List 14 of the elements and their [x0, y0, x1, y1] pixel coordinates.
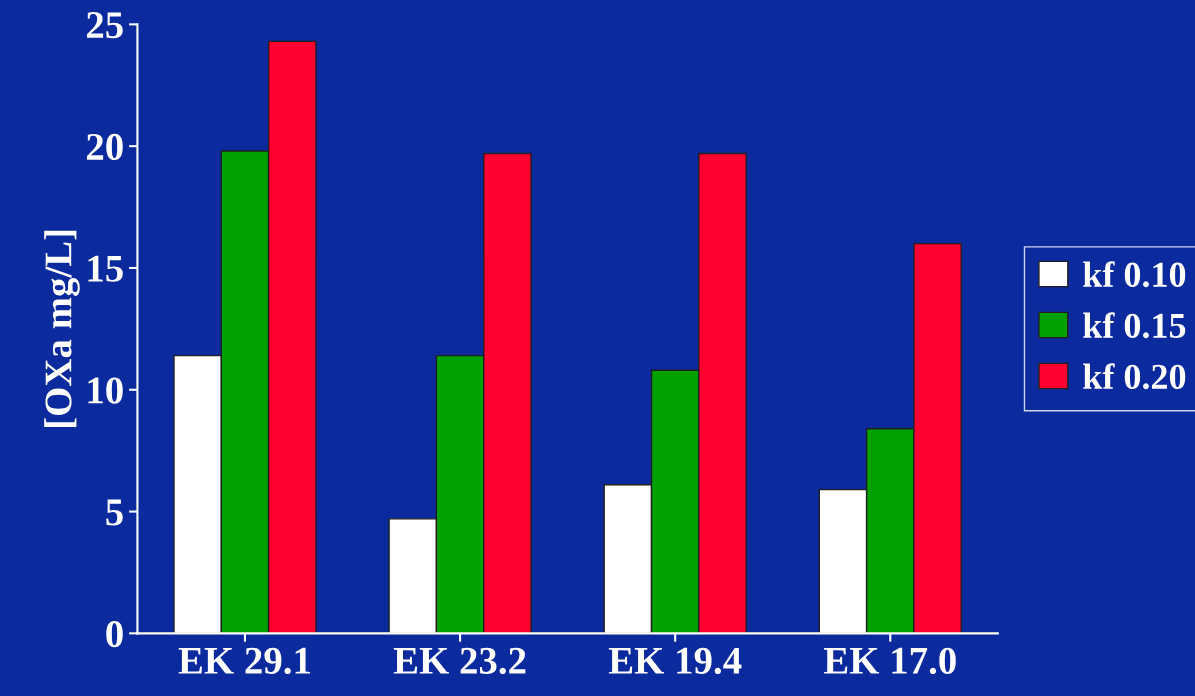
y-tick-label: 0	[106, 620, 123, 648]
x-tick-label: EK 29.1	[178, 647, 310, 675]
x-tick-label: EK 17.0	[823, 647, 956, 675]
y-tick-label: 10	[88, 377, 123, 404]
y-axis-title: [OXa mg/L]	[44, 230, 80, 427]
y-tick-label: 15	[88, 255, 123, 282]
legend-label: kf 0.15	[1083, 312, 1186, 339]
y-tick-label: 5	[106, 499, 123, 526]
y-tick-label: 20	[86, 133, 123, 161]
legend-label: kf 0.20	[1083, 363, 1186, 390]
y-tick-label: 25	[86, 12, 123, 39]
legend-label: kf 0.10	[1083, 261, 1186, 288]
x-tick-label: EK 19.4	[608, 647, 742, 675]
x-tick-label: EK 23.2	[393, 647, 526, 675]
